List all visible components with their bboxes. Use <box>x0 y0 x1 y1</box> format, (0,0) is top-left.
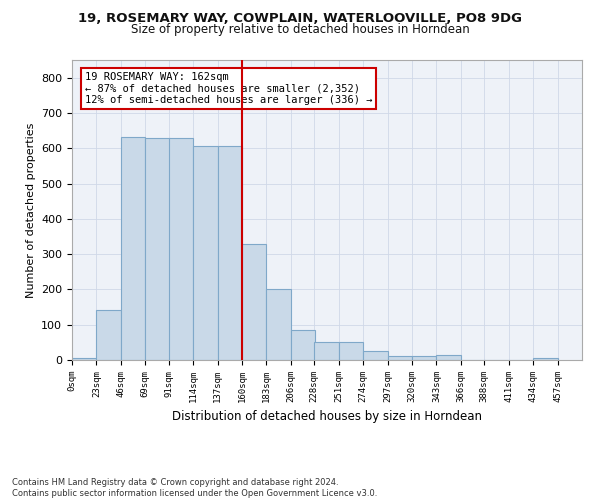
Text: Size of property relative to detached houses in Horndean: Size of property relative to detached ho… <box>131 22 469 36</box>
Bar <box>436 356 461 360</box>
Bar <box>72 358 97 360</box>
Bar <box>266 290 291 360</box>
Bar <box>338 342 363 360</box>
Bar <box>363 351 388 360</box>
Bar <box>121 137 145 360</box>
Bar <box>242 244 266 360</box>
Bar <box>145 138 170 360</box>
Bar <box>533 358 557 360</box>
Bar <box>314 342 338 360</box>
Text: 19, ROSEMARY WAY, COWPLAIN, WATERLOOVILLE, PO8 9DG: 19, ROSEMARY WAY, COWPLAIN, WATERLOOVILL… <box>78 12 522 26</box>
Text: 19 ROSEMARY WAY: 162sqm
← 87% of detached houses are smaller (2,352)
12% of semi: 19 ROSEMARY WAY: 162sqm ← 87% of detache… <box>85 72 372 105</box>
Bar <box>388 356 412 360</box>
Text: Contains HM Land Registry data © Crown copyright and database right 2024.
Contai: Contains HM Land Registry data © Crown c… <box>12 478 377 498</box>
Bar <box>97 310 121 360</box>
Y-axis label: Number of detached properties: Number of detached properties <box>26 122 35 298</box>
Bar <box>193 146 218 360</box>
Bar <box>169 138 193 360</box>
Bar <box>291 330 316 360</box>
X-axis label: Distribution of detached houses by size in Horndean: Distribution of detached houses by size … <box>172 410 482 424</box>
Bar <box>218 146 242 360</box>
Bar <box>412 356 436 360</box>
